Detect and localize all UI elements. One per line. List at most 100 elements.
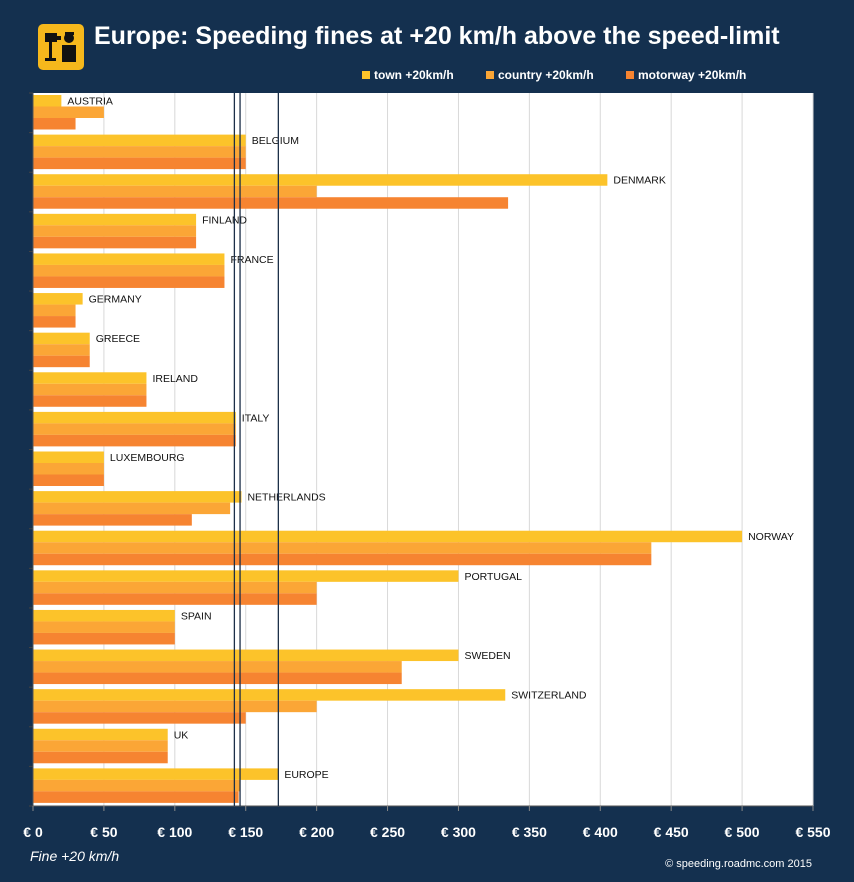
category-label: ITALY [242,412,270,424]
bar-portugal-motorway [33,593,317,605]
bar-belgium-country [33,146,246,158]
x-tick-label: € 100 [157,824,193,840]
bar-spain-motorway [33,632,175,645]
bar-germany-motorway [33,316,76,328]
bar-netherlands-motorway [33,514,192,526]
legend-item-country: country +20km/h [486,68,594,82]
category-label: PORTUGAL [464,571,522,583]
bar-austria-country [33,106,104,118]
x-axis-label: Fine +20 km/h [30,848,120,864]
bar-greece-motorway [33,355,90,368]
credit-text: © speeding.roadmc.com 2015 [665,858,812,870]
category-label: BELGIUM [252,135,299,147]
bar-europe-country [33,779,241,792]
legend-label-town: town +20km/h [374,68,454,82]
bar-netherlands-town [33,491,242,503]
bar-greece-town [33,332,90,345]
bar-ireland-town [33,372,147,384]
category-label: SWEDEN [464,650,510,662]
x-tick-label: € 0 [23,824,43,840]
x-tick-label: € 350 [511,824,547,840]
bar-italy-country [33,423,236,435]
legend-swatch-motorway [626,71,634,79]
bar-greece-country [33,344,90,356]
bar-germany-town [33,293,83,305]
bar-europe-town [33,768,279,780]
bar-switzerland-town [33,689,506,701]
bar-germany-country [33,304,76,317]
category-label: FRANCE [230,254,273,266]
bar-denmark-country [33,185,317,198]
speed-camera-logo [38,24,84,70]
bar-uk-motorway [33,751,168,764]
x-tick-label: € 50 [90,824,118,840]
category-label: NETHERLANDS [247,492,325,504]
category-label: IRELAND [152,373,198,385]
category-label: DENMARK [613,175,666,187]
bar-sweden-country [33,661,402,673]
bar-france-motorway [33,276,225,288]
x-tick-label: € 300 [440,824,476,840]
bar-austria-motorway [33,118,76,130]
x-tick-label: € 150 [228,824,264,840]
legend-item-town: town +20km/h [362,68,454,82]
category-label: UK [174,729,189,741]
x-tick-label: € 200 [299,824,335,840]
bar-finland-country [33,225,197,237]
bar-austria-town [33,95,62,107]
bar-norway-town [33,530,743,543]
bar-uk-country [33,740,168,752]
category-label: EUROPE [284,769,328,781]
x-tick-label: € 500 [724,824,760,840]
category-label: NORWAY [748,531,794,543]
bar-sweden-motorway [33,672,402,685]
bar-luxembourg-motorway [33,474,104,486]
bar-netherlands-country [33,502,231,515]
bar-belgium-town [33,134,246,147]
plot-area [33,93,813,806]
bar-spain-country [33,621,175,633]
bar-luxembourg-country [33,463,104,475]
category-label: GREECE [96,333,140,345]
bar-norway-country [33,542,652,554]
category-label: SPAIN [181,610,212,622]
bar-switzerland-country [33,700,317,713]
legend-label-motorway: motorway +20km/h [638,68,747,82]
chart-title: Europe: Speeding fines at +20 km/h above… [94,22,780,50]
legend-label-country: country +20km/h [498,68,594,82]
bar-france-country [33,264,225,277]
bar-finland-motorway [33,236,197,249]
bar-italy-motorway [33,434,236,447]
category-label: AUSTRIA [67,96,113,108]
bar-europe-motorway [33,791,239,803]
bar-spain-town [33,609,175,622]
x-tick-label: € 450 [653,824,689,840]
bar-sweden-town [33,649,459,662]
bar-italy-town [33,411,236,424]
bar-ireland-country [33,383,147,396]
bar-ireland-motorway [33,395,147,407]
x-tick-label: € 400 [582,824,618,840]
bar-belgium-motorway [33,157,246,170]
x-tick-label: € 250 [370,824,406,840]
legend-swatch-town [362,71,370,79]
category-label: LUXEMBOURG [110,452,185,464]
bar-luxembourg-town [33,451,104,463]
legend-item-motorway: motorway +20km/h [626,68,746,82]
bar-switzerland-motorway [33,712,246,724]
category-label: FINLAND [202,214,247,226]
legend-swatch-country [486,71,494,79]
bar-uk-town [33,728,168,741]
bar-denmark-motorway [33,197,509,209]
x-tick-label: € 550 [795,824,831,840]
bar-denmark-town [33,174,608,186]
category-label: SWITZERLAND [511,690,587,702]
category-label: GERMANY [89,294,142,306]
bar-finland-town [33,213,197,226]
bar-france-town [33,253,225,265]
bar-portugal-country [33,581,317,594]
speed-camera-icon [45,32,76,62]
bar-portugal-town [33,570,459,582]
bar-norway-motorway [33,553,652,566]
